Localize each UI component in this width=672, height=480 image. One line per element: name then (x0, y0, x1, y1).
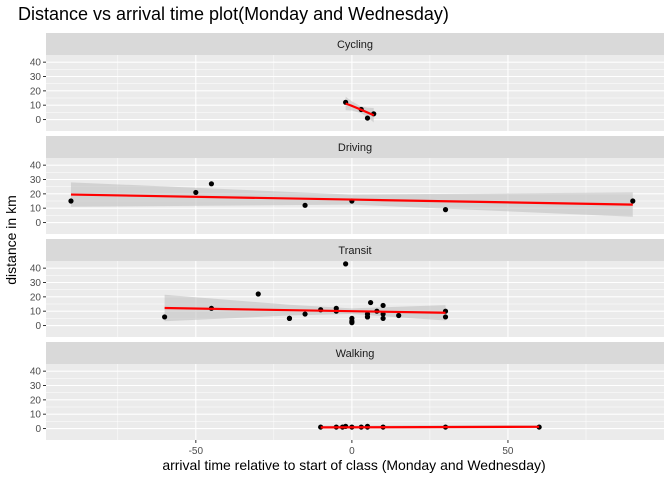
y-tick-label: 20 (30, 292, 42, 303)
y-tick-label: 10 (30, 101, 42, 112)
data-point (68, 198, 74, 204)
y-tick-label: 30 (30, 72, 42, 83)
y-tick-label: 0 (35, 218, 41, 229)
data-point (364, 115, 371, 121)
y-tick-label: 10 (30, 204, 42, 215)
facet-strip (46, 33, 664, 55)
facet-strip (46, 342, 664, 364)
chart-title: Distance vs arrival time plot(Monday and… (18, 4, 449, 24)
y-tick-label: 30 (30, 278, 42, 289)
fit-line (70, 193, 633, 206)
data-point (193, 189, 199, 196)
panel-background (46, 55, 664, 131)
y-tick-label: 20 (30, 86, 42, 97)
data-point (302, 311, 308, 317)
y-tick-label: 40 (30, 161, 42, 172)
y-tick-label: 40 (30, 58, 42, 69)
data-point (302, 202, 308, 208)
confidence-band (164, 294, 446, 322)
data-point (364, 314, 371, 320)
data-point (255, 291, 261, 297)
data-point (162, 314, 168, 320)
facet-strip-label: Driving (338, 142, 372, 154)
y-tick-label: 40 (30, 367, 42, 378)
y-tick-label: 0 (35, 115, 41, 126)
data-point (380, 302, 386, 309)
x-tick-label: -50 (189, 446, 204, 457)
facet-strip-label: Transit (338, 245, 371, 257)
y-tick-label: 10 (30, 410, 42, 421)
facet-strip (46, 239, 664, 261)
y-tick-label: 0 (35, 321, 41, 332)
facet-strip (46, 136, 664, 158)
y-axis-title: distance in km (3, 195, 19, 284)
facet-walking: Walking 0 10 20 30 40 (30, 342, 664, 440)
facet-strip-label: Walking (336, 348, 375, 360)
x-axis: -50 0 50 (189, 440, 514, 457)
facet-panels: Cycling 0 10 20 30 40 Driving 0 10 20 30 40 Transit 0… (30, 33, 664, 440)
facet-cycling: Cycling 0 10 20 30 40 (30, 33, 664, 131)
y-tick-label: 20 (30, 189, 42, 200)
panel-background (46, 261, 664, 337)
data-point (442, 314, 449, 320)
x-axis-title: arrival time relative to start of class … (162, 457, 545, 473)
data-point (368, 299, 374, 306)
y-tick-label: 0 (35, 424, 41, 435)
x-tick-label: 50 (502, 446, 514, 457)
data-point (396, 312, 402, 319)
data-point (208, 181, 215, 187)
facet-driving: Driving 0 10 20 30 40 (30, 136, 664, 234)
facet-transit: Transit 0 10 20 30 40 (30, 239, 664, 337)
y-tick-label: 30 (30, 381, 42, 392)
data-point (286, 315, 293, 321)
fit-line (320, 425, 540, 429)
y-tick-label: 20 (30, 395, 42, 406)
facet-strip-label: Cycling (337, 39, 373, 51)
fit-line (164, 306, 446, 314)
fit-line (345, 102, 375, 117)
x-tick-label: 0 (349, 446, 355, 457)
y-tick-label: 40 (30, 264, 42, 275)
data-point (380, 315, 386, 321)
data-point (349, 320, 355, 326)
data-point (442, 207, 449, 213)
data-point (343, 261, 349, 267)
data-point (630, 198, 636, 204)
y-tick-label: 30 (30, 175, 42, 186)
y-tick-label: 10 (30, 307, 42, 318)
